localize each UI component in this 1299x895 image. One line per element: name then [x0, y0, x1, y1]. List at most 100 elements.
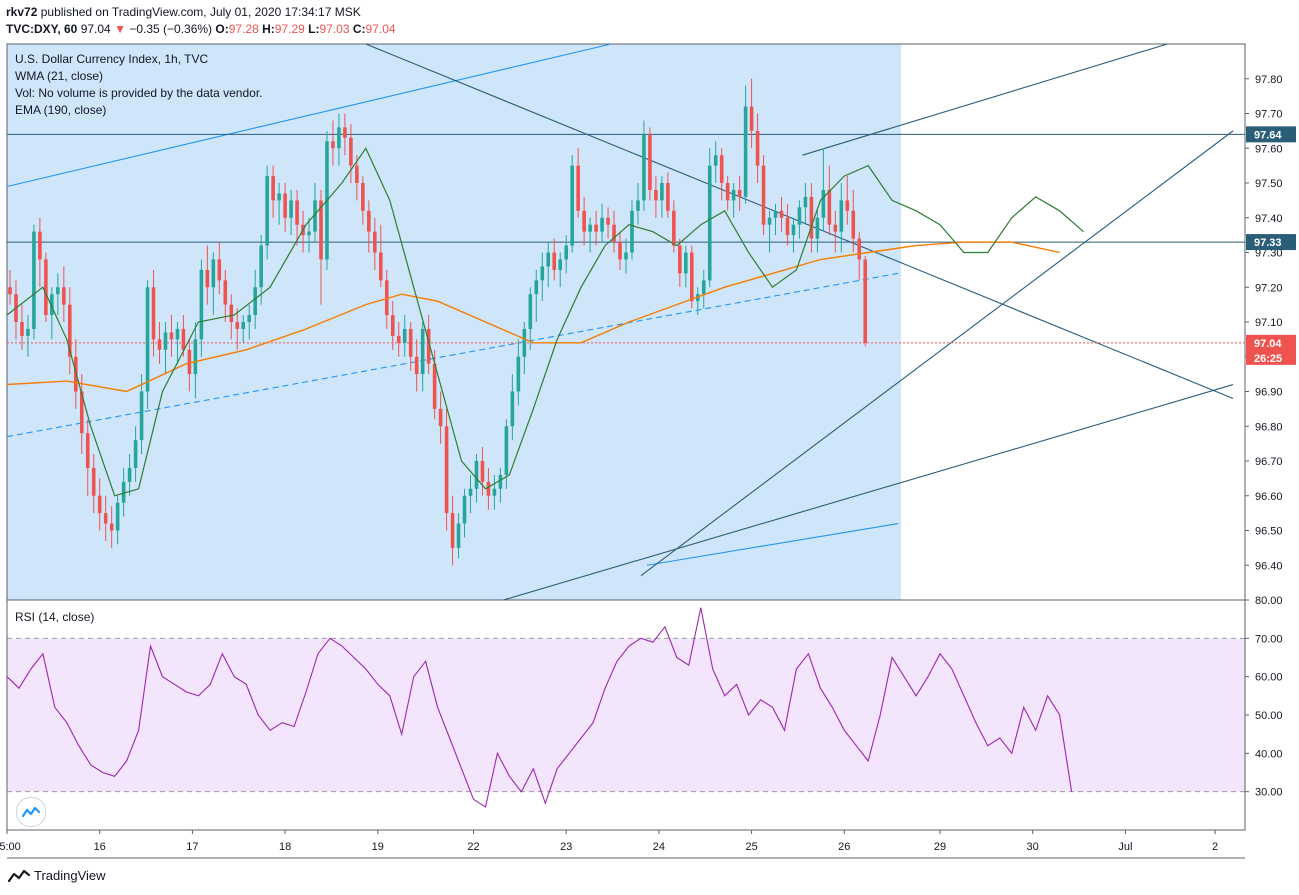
candle-body [863, 259, 868, 343]
candle-body [815, 217, 820, 239]
candle-body [390, 315, 395, 336]
candle-body [600, 217, 604, 232]
rising-trend-line [640, 130, 1234, 577]
candle [426, 315, 431, 375]
candle [115, 495, 120, 545]
candle-body [109, 523, 114, 531]
level-label-bg [1246, 234, 1296, 251]
candle [283, 183, 287, 232]
candle [725, 176, 730, 211]
candle-body [522, 328, 527, 357]
candle-body [552, 252, 557, 270]
candle [492, 474, 497, 510]
candle-body [115, 502, 120, 531]
candle-body [474, 461, 479, 489]
candle-body [205, 269, 210, 288]
candle-body [821, 189, 826, 218]
candle [707, 148, 712, 288]
candle [743, 85, 748, 204]
candle [378, 224, 383, 288]
candle-body [91, 467, 96, 496]
candle [20, 304, 24, 350]
candle-body [62, 287, 66, 305]
candle-body [468, 488, 473, 496]
candle-body [528, 294, 533, 329]
candle [26, 315, 30, 357]
candle-body [145, 287, 150, 392]
candle [456, 513, 461, 559]
rsi-legend: RSI (14, close) [15, 610, 95, 624]
candle [169, 315, 174, 357]
candle-body [624, 252, 628, 260]
candle [612, 210, 616, 253]
candle-body [38, 231, 42, 260]
candle [32, 224, 36, 340]
candle [367, 200, 371, 253]
candle [546, 242, 551, 288]
candle [444, 408, 449, 531]
candle-body [32, 231, 36, 329]
rsi-tick-label: 50.00 [1255, 710, 1283, 722]
candle-body [151, 287, 156, 340]
publish-line: rkv72 published on TradingView.com, July… [6, 5, 361, 19]
candle-body [725, 183, 730, 201]
candle-body [809, 196, 814, 239]
symbol-label: TVC:DXY, 60 [6, 22, 78, 36]
candle [666, 172, 670, 218]
time-tick-label: 25 [745, 841, 757, 853]
candle-body [660, 183, 664, 201]
candle-body [241, 322, 246, 329]
candle-body [498, 474, 503, 489]
price-tick-label: 96.50 [1255, 526, 1283, 538]
tradingview-badge-icon[interactable] [16, 797, 46, 827]
candle-body [719, 155, 724, 183]
candle [516, 339, 521, 406]
candle [642, 120, 646, 211]
candle-body [749, 106, 754, 131]
price-tick-label: 97.40 [1255, 213, 1283, 225]
candle [420, 322, 425, 392]
candle [498, 467, 503, 503]
candle-body [337, 127, 341, 149]
last-price-label: 97.04 [1254, 338, 1282, 350]
level-label: 97.64 [1254, 129, 1282, 141]
candle-body [504, 426, 509, 475]
candle [187, 339, 192, 392]
candle-body [797, 207, 802, 225]
channel-upper-line [6, 43, 612, 188]
price-tick-label: 97.20 [1255, 282, 1283, 294]
candle-body [8, 287, 12, 295]
candle [205, 245, 210, 305]
candle [755, 113, 760, 183]
time-tick-label: 18 [279, 841, 291, 853]
plot-frame [6, 43, 1246, 831]
candle-body [534, 280, 539, 295]
candle-body [803, 196, 808, 208]
candle-body [139, 391, 144, 441]
candle [199, 259, 204, 357]
candle-body [480, 461, 485, 482]
candle-body [689, 252, 694, 302]
candle [821, 148, 826, 232]
chart-title: U.S. Dollar Currency Index, 1h, TVC [15, 52, 209, 66]
candle-body [181, 328, 186, 350]
candle-body [731, 189, 736, 201]
candle [833, 210, 838, 253]
price-tick-label: 96.40 [1255, 560, 1283, 572]
time-tick-label: Jul [1118, 841, 1132, 853]
candle-body [540, 266, 545, 281]
price-tick-label: 96.60 [1255, 491, 1283, 503]
candle-body [438, 408, 443, 427]
footer-brand[interactable]: TradingView [8, 868, 106, 883]
candle [749, 78, 754, 149]
candle [815, 210, 820, 253]
candle-body [26, 328, 30, 336]
candle-body [253, 287, 257, 316]
price-tick-label: 97.50 [1255, 178, 1283, 190]
candle [767, 210, 772, 253]
ema-line [6, 241, 1060, 393]
candle-body [564, 245, 568, 260]
candle-body [630, 210, 634, 253]
candle-body [426, 328, 431, 364]
